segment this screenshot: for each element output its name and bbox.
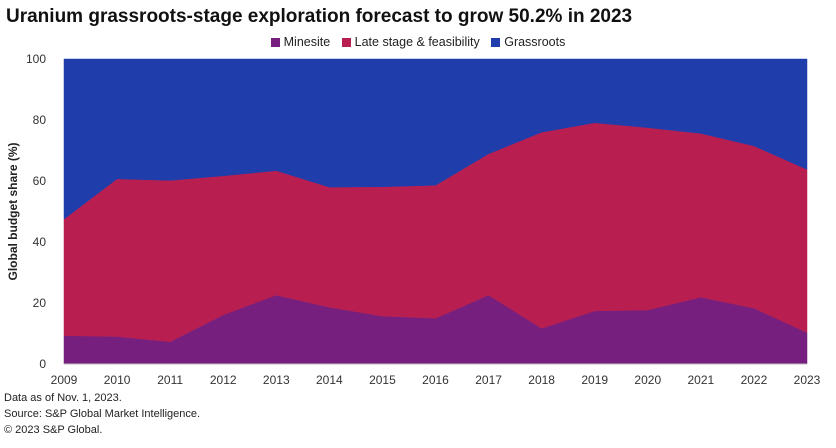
x-tick-label: 2023 [794, 373, 821, 387]
x-tick-label: 2011 [157, 373, 183, 387]
y-tick-label: 20 [33, 296, 47, 310]
y-tick-label: 0 [39, 357, 46, 371]
x-tick-label: 2021 [688, 373, 715, 387]
legend-item-grassroots: Grassroots [491, 35, 565, 49]
x-tick-label: 2012 [210, 373, 237, 387]
x-tick-label: 2015 [369, 373, 396, 387]
legend: Minesite Late stage & feasibility Grassr… [0, 35, 836, 50]
legend-label: Late stage & feasibility [354, 35, 480, 49]
x-tick-label: 2018 [528, 373, 555, 387]
footnote-copyright: © 2023 S&P Global. [4, 424, 103, 436]
chart-title: Uranium grassroots-stage exploration for… [6, 6, 633, 27]
x-tick-label: 2016 [422, 373, 449, 387]
legend-item-minesite: Minesite [270, 35, 331, 49]
legend-swatch [491, 37, 501, 47]
x-tick-label: 2022 [741, 373, 768, 387]
legend-swatch [270, 37, 280, 47]
x-tick-label: 2013 [263, 373, 290, 387]
x-tick-label: 2010 [104, 373, 131, 387]
y-axis-label: Global budget share (%) [6, 142, 20, 280]
area-grassroots [63, 58, 808, 220]
x-tick-label: 2009 [51, 373, 78, 387]
legend-label: Grassroots [504, 35, 566, 49]
legend-item-late-stage: Late stage & feasibility [341, 35, 480, 49]
x-tick-label: 2020 [634, 373, 661, 387]
x-tick-label: 2019 [581, 373, 608, 387]
y-tick-label: 60 [33, 174, 47, 188]
x-tick-label: 2017 [475, 373, 502, 387]
legend-swatch [341, 37, 351, 47]
y-tick-label: 40 [33, 235, 47, 249]
footnote-date: Data as of Nov. 1, 2023. [4, 392, 122, 404]
footnote-source: Source: S&P Global Market Intelligence. [4, 408, 201, 420]
y-tick-label: 80 [33, 113, 47, 127]
y-tick-label: 100 [26, 52, 46, 66]
x-tick-label: 2014 [316, 373, 343, 387]
legend-label: Minesite [283, 35, 331, 49]
